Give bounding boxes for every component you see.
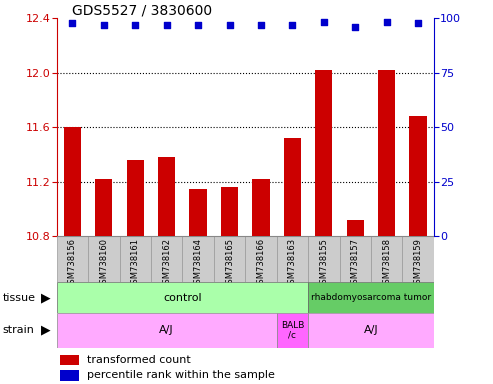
- Text: GSM738166: GSM738166: [256, 238, 266, 289]
- Bar: [119, 236, 151, 282]
- Text: GSM738157: GSM738157: [351, 238, 360, 289]
- Point: [320, 19, 328, 25]
- Point: [194, 22, 202, 28]
- Bar: [245, 236, 277, 282]
- Text: GSM738165: GSM738165: [225, 238, 234, 289]
- Text: A/J: A/J: [364, 325, 378, 335]
- Bar: [189, 189, 207, 236]
- Bar: [315, 70, 332, 236]
- Bar: [410, 116, 427, 236]
- Bar: [308, 282, 434, 313]
- Bar: [252, 179, 270, 236]
- Bar: [277, 236, 308, 282]
- Point: [288, 22, 296, 28]
- Point: [257, 22, 265, 28]
- Bar: [182, 236, 214, 282]
- Point: [383, 19, 390, 25]
- Text: GSM738162: GSM738162: [162, 238, 171, 289]
- Text: percentile rank within the sample: percentile rank within the sample: [87, 370, 275, 381]
- Point: [352, 24, 359, 30]
- Text: BALB
/c: BALB /c: [281, 321, 304, 340]
- Bar: [64, 127, 81, 236]
- Text: GSM738164: GSM738164: [194, 238, 203, 289]
- Bar: [158, 157, 176, 236]
- Bar: [214, 236, 246, 282]
- Text: GSM738156: GSM738156: [68, 238, 77, 289]
- Text: rhabdomyosarcoma tumor: rhabdomyosarcoma tumor: [311, 293, 431, 302]
- Bar: [402, 236, 434, 282]
- Text: GSM738160: GSM738160: [99, 238, 108, 289]
- Bar: [221, 187, 238, 236]
- Point: [69, 20, 76, 26]
- Bar: [61, 370, 79, 381]
- Bar: [95, 179, 112, 236]
- Bar: [308, 313, 434, 348]
- Text: GSM738159: GSM738159: [414, 238, 423, 289]
- Bar: [347, 220, 364, 236]
- Text: control: control: [163, 293, 202, 303]
- Bar: [127, 160, 144, 236]
- Text: strain: strain: [2, 325, 35, 335]
- Bar: [57, 313, 277, 348]
- Text: GSM738155: GSM738155: [319, 238, 328, 289]
- Point: [100, 22, 108, 28]
- Text: transformed count: transformed count: [87, 355, 191, 365]
- Point: [226, 22, 234, 28]
- Bar: [57, 236, 88, 282]
- Bar: [277, 313, 308, 348]
- Bar: [378, 70, 395, 236]
- Bar: [88, 236, 119, 282]
- Text: GDS5527 / 3830600: GDS5527 / 3830600: [72, 3, 212, 17]
- Text: A/J: A/J: [159, 325, 174, 335]
- Text: GSM738161: GSM738161: [131, 238, 140, 289]
- Text: ▶: ▶: [41, 291, 51, 304]
- Bar: [371, 236, 402, 282]
- Text: GSM738158: GSM738158: [382, 238, 391, 289]
- Bar: [61, 355, 79, 365]
- Bar: [284, 138, 301, 236]
- Bar: [308, 236, 340, 282]
- Bar: [57, 282, 308, 313]
- Point: [163, 22, 171, 28]
- Text: tissue: tissue: [2, 293, 35, 303]
- Point: [414, 20, 422, 26]
- Text: GSM738163: GSM738163: [288, 238, 297, 289]
- Bar: [340, 236, 371, 282]
- Text: ▶: ▶: [41, 324, 51, 337]
- Point: [131, 22, 139, 28]
- Bar: [151, 236, 182, 282]
